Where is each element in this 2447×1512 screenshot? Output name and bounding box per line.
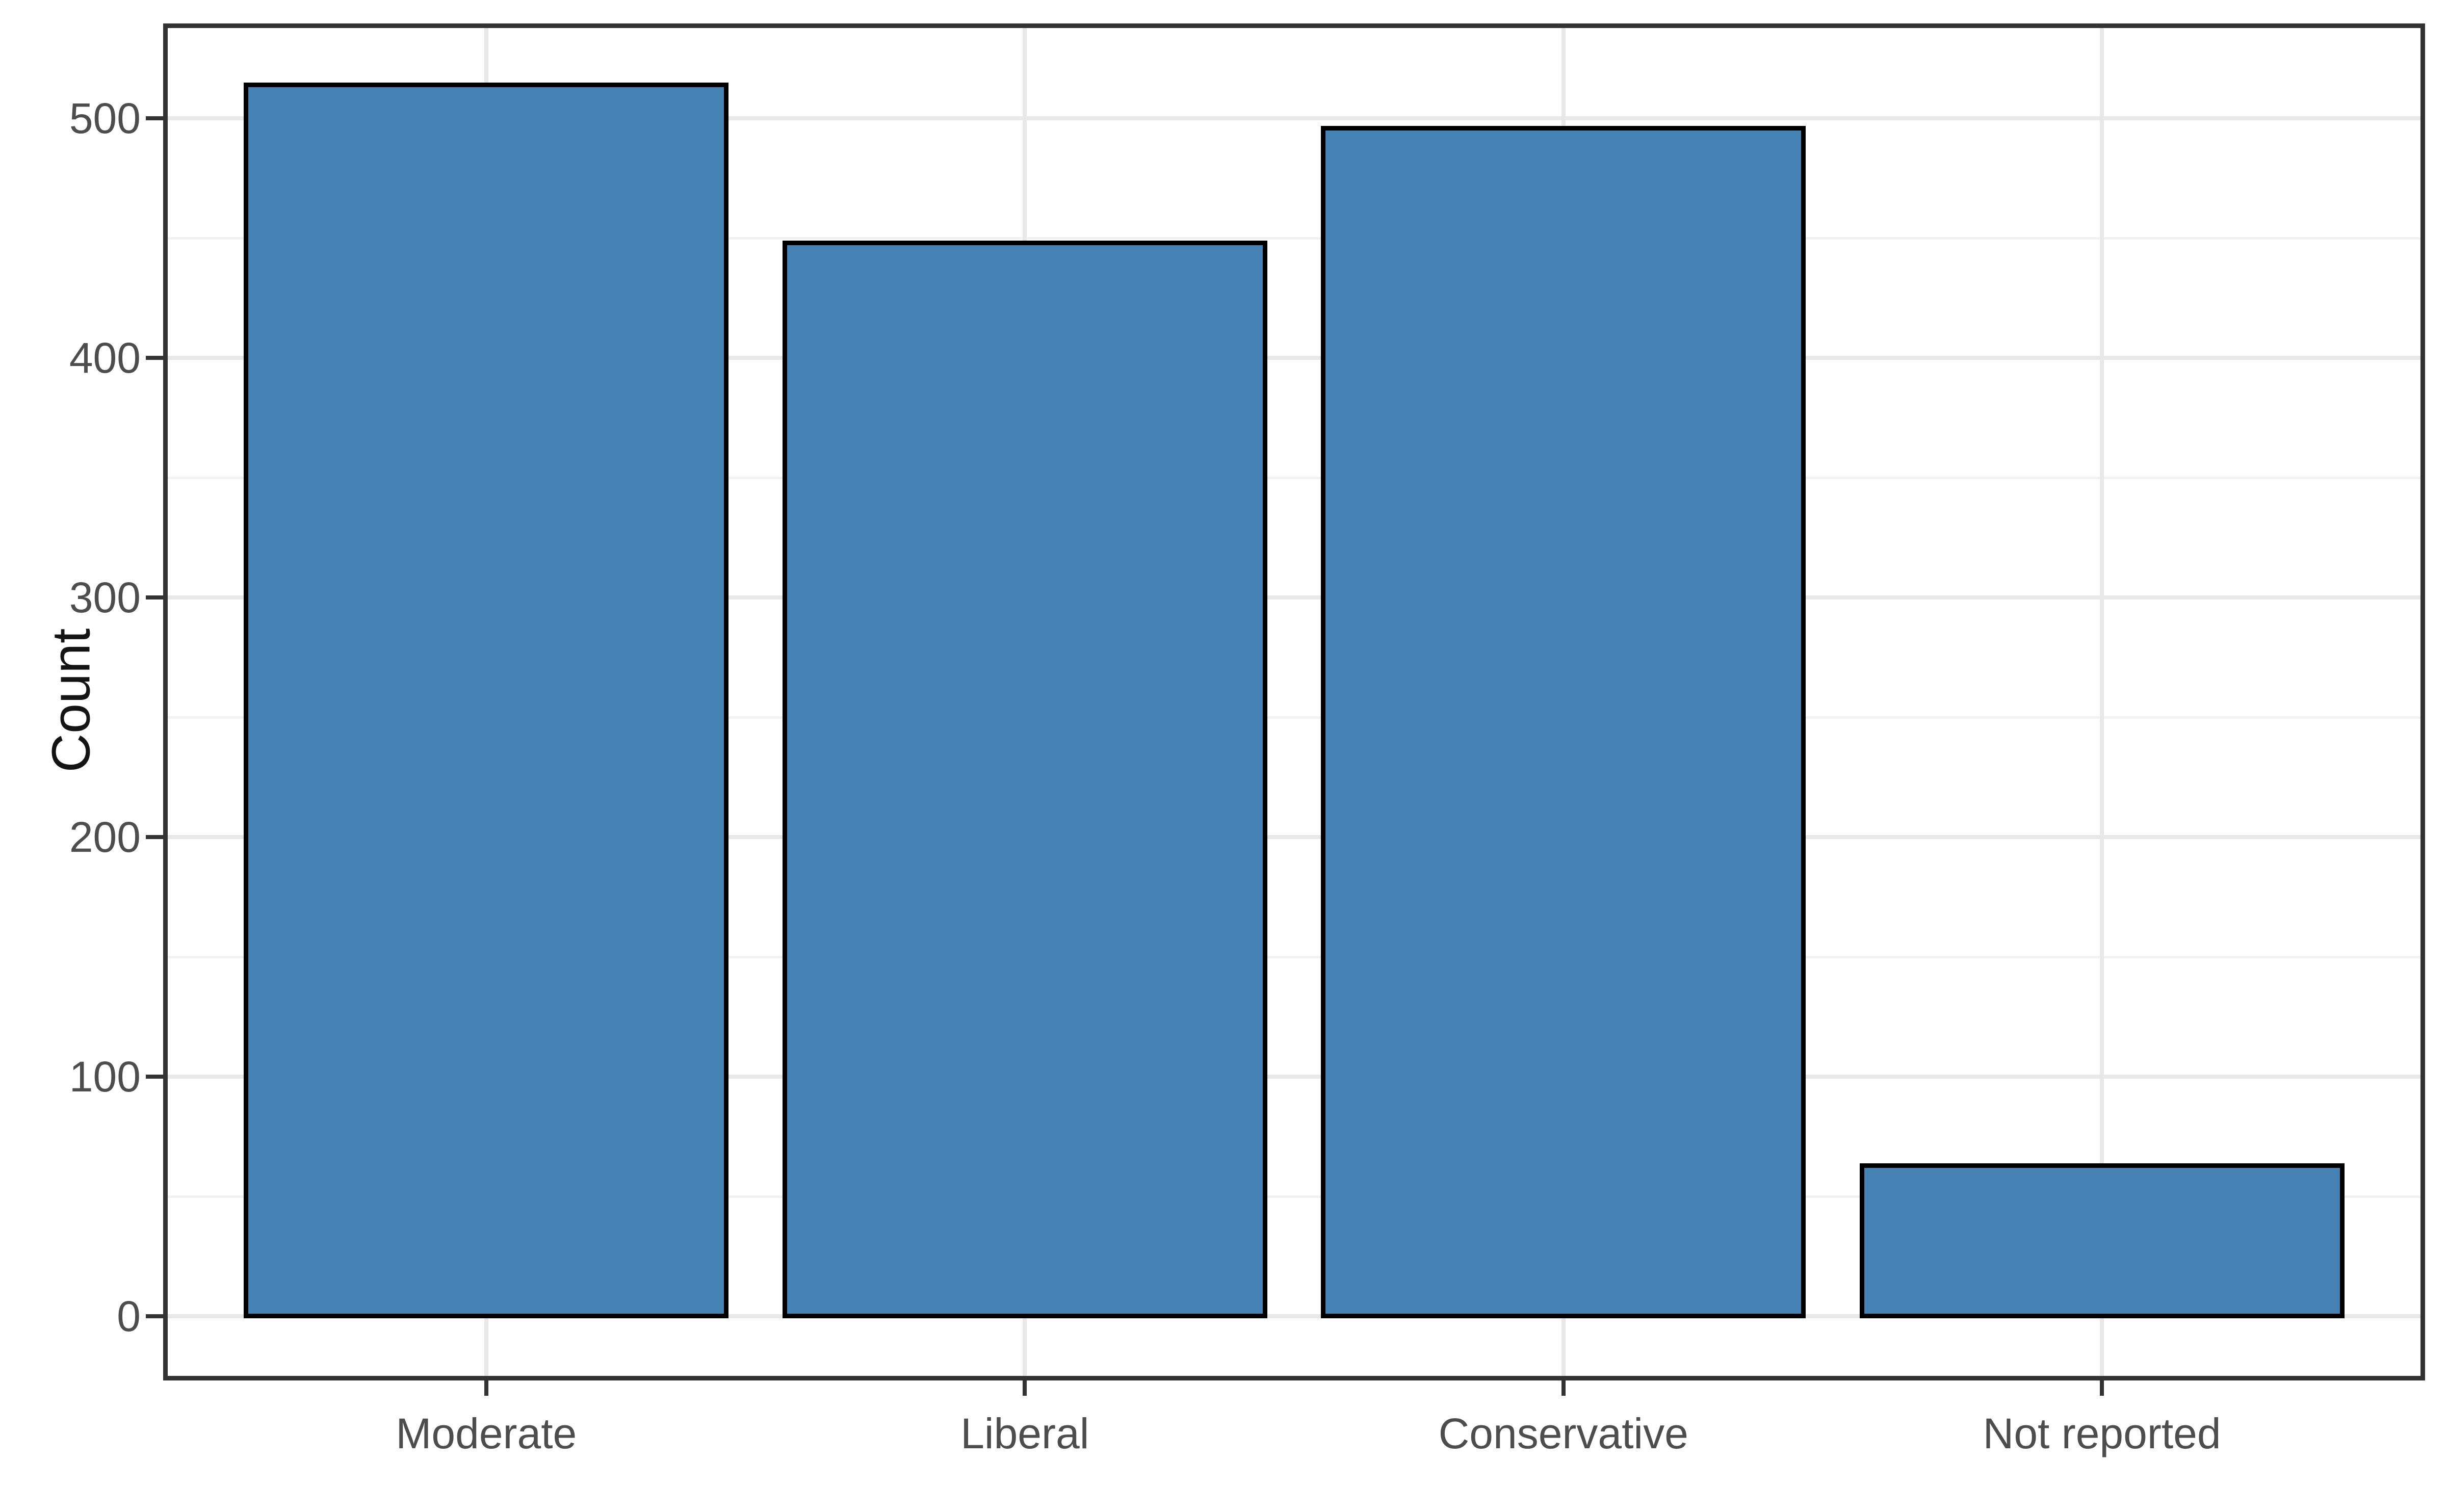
y-tick-mark	[146, 356, 163, 360]
gridline-major-h	[163, 356, 2425, 360]
y-axis-title: Count	[41, 628, 101, 773]
gridline-minor-h	[163, 237, 2425, 240]
gridline-minor-h	[163, 476, 2425, 479]
x-tick-label-liberal: Liberal	[960, 1410, 1089, 1457]
gridline-minor-h	[163, 955, 2425, 958]
gridline-major-h	[163, 1075, 2425, 1079]
y-tick-mark	[146, 1314, 163, 1318]
y-tick-label: 200	[69, 813, 141, 861]
gridline-minor-h	[163, 1195, 2425, 1198]
bar-moderate	[244, 83, 729, 1318]
y-tick-label: 400	[69, 334, 141, 382]
bar-not-reported	[1859, 1163, 2345, 1318]
x-tick-label-conservative: Conservative	[1438, 1410, 1688, 1457]
bar-conservative	[1321, 125, 1806, 1318]
x-tick-label-not-reported: Not reported	[1983, 1410, 2221, 1457]
y-tick-label: 100	[69, 1053, 141, 1101]
x-tick-mark	[484, 1380, 488, 1396]
gridline-major-h	[163, 835, 2425, 839]
y-tick-mark	[146, 595, 163, 599]
gridline-major-v	[2100, 23, 2104, 1380]
gridline-major-h	[163, 595, 2425, 599]
y-tick-mark	[146, 116, 163, 120]
gridline-minor-h	[163, 716, 2425, 719]
x-tick-mark	[2100, 1380, 2104, 1396]
x-tick-mark	[1023, 1380, 1027, 1396]
x-tick-mark	[1561, 1380, 1566, 1396]
y-tick-label: 0	[117, 1292, 141, 1340]
y-tick-mark	[146, 835, 163, 839]
bar-liberal	[782, 241, 1267, 1318]
y-tick-label: 300	[69, 573, 141, 621]
y-tick-label: 500	[69, 94, 141, 142]
gridline-major-h	[163, 1314, 2425, 1318]
gridline-major-h	[163, 116, 2425, 120]
plot-panel	[163, 23, 2425, 1380]
x-tick-label-moderate: Moderate	[396, 1410, 577, 1457]
y-tick-mark	[146, 1075, 163, 1079]
